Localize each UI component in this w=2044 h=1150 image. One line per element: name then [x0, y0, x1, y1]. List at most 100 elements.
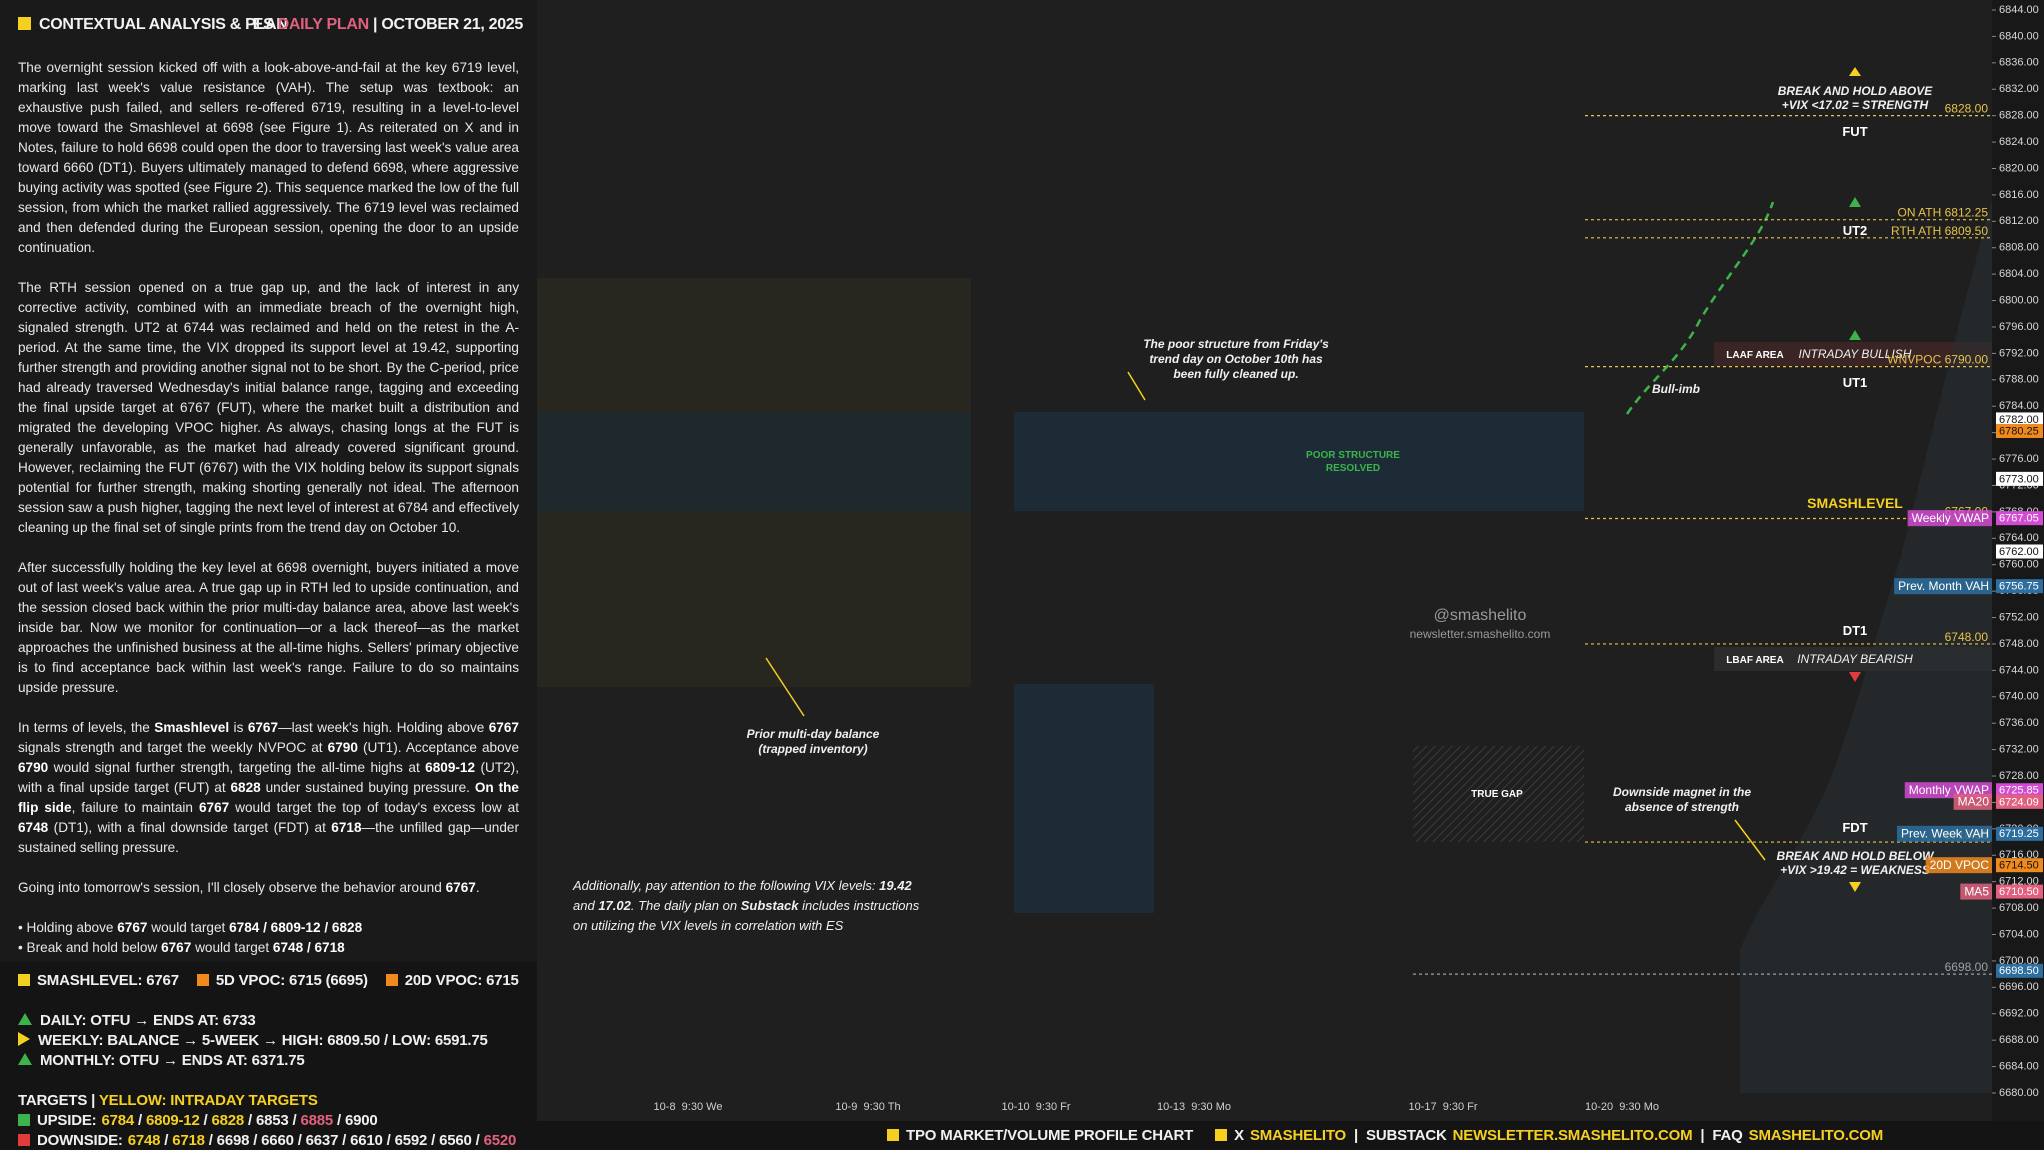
text-segment: (DT1), with a final downside target (FDT…	[48, 820, 332, 835]
note-line: trend day on October 10th has	[1149, 352, 1323, 366]
axis-tag	[1996, 858, 2043, 873]
poor-structure-zone	[1014, 412, 1584, 511]
level-tag	[1896, 825, 1992, 842]
paragraph: The RTH session opened on a true gap up,…	[18, 278, 519, 538]
axis-tag	[1996, 423, 2043, 438]
level-value: 6698.00	[1945, 960, 1989, 974]
bullet: • Break and hold below 6767 would target…	[18, 938, 519, 958]
link-value[interactable]: NEWSLETTER.SMASHELITO.COM	[1452, 1127, 1693, 1144]
note: Downside magnet in the absence of strengt…	[1613, 785, 1751, 814]
text-segment: Additionally, pay attention to the follo…	[573, 878, 880, 893]
chart-name: TPO MARKET/VOLUME PROFILE CHART	[906, 1127, 1194, 1144]
separator: /	[249, 1132, 262, 1149]
plan-date: OCTOBER 21, 2025	[381, 16, 523, 33]
link-value[interactable]: SMASHELITO	[1249, 1127, 1347, 1144]
axis-tag	[1996, 511, 2043, 526]
separator: /	[288, 1112, 301, 1129]
y-tick-label: 6820.00	[1999, 162, 2039, 174]
target-value: 6592	[394, 1132, 428, 1149]
header-icon	[18, 17, 31, 30]
text-segment: 6784 / 6809-12 / 6828	[229, 920, 363, 935]
separator: /	[244, 1112, 256, 1129]
y-tick-label: 6776.00	[1999, 453, 2039, 465]
zone-label-line: RESOLVED	[1326, 463, 1380, 474]
watermark: @smashelito	[1434, 607, 1527, 624]
separator: /	[204, 1132, 217, 1149]
note-line: Downside magnet in the	[1613, 785, 1751, 799]
text-segment: is	[229, 720, 248, 735]
level-tag-label: MA5	[1964, 884, 1989, 898]
target-value: 6560	[439, 1132, 472, 1149]
y-tick-label: 6792.00	[1999, 347, 2039, 359]
note: The poor structure from Friday's trend da…	[1143, 337, 1329, 381]
text-segment: 17.02	[598, 898, 631, 913]
y-tick-label: 6812.00	[1999, 215, 2039, 227]
plan-prefix: ES	[252, 16, 274, 33]
y-tick-label: 6708.00	[1999, 902, 2039, 914]
summary-item: 5D VPOC: 6715 (6695)	[215, 972, 368, 989]
text-segment: 6748 / 6718	[272, 940, 345, 955]
level-tag-label: Prev. Month VAH	[1898, 579, 1989, 593]
target-label: FDT	[1842, 820, 1867, 835]
text-segment: 6767	[161, 940, 192, 955]
level-value: 6748.00	[1945, 630, 1989, 644]
down-triangle	[1849, 882, 1861, 892]
axis-tag-label: 6767.05	[1999, 513, 2039, 525]
y-tick-label: 6836.00	[1999, 57, 2039, 69]
target-value: 6853	[255, 1112, 289, 1129]
target-value: 6660	[261, 1132, 294, 1149]
y-tick-label: 6800.00	[1999, 294, 2039, 306]
note-line: BREAK AND HOLD BELOW	[1777, 849, 1936, 863]
legend-swatch	[887, 1129, 899, 1141]
zone-label: TRUE GAP	[1471, 789, 1523, 800]
axis-tag	[1996, 544, 2043, 559]
text-segment: • Holding above	[18, 920, 118, 935]
axis-tag	[1996, 471, 2043, 486]
text-segment: under sustained buying pressure.	[260, 780, 475, 795]
poor-structure-zone	[537, 412, 971, 511]
text-segment: 6767	[117, 920, 148, 935]
targets-note: YELLOW: INTRADAY TARGETS	[98, 1092, 318, 1109]
paragraph: In terms of levels, the Smashlevel is 67…	[18, 718, 519, 858]
header: CONTEXTUAL ANALYSIS & PLAN ES DAILY PLAN…	[18, 16, 523, 40]
separator: |	[1700, 1127, 1705, 1144]
y-tick-label: 6728.00	[1999, 770, 2039, 782]
separator: /	[338, 1132, 351, 1149]
zone-label: POOR STRUCTURE RESOLVED	[1306, 450, 1400, 474]
y-tick-label: 6824.00	[1999, 136, 2039, 148]
y-tick-label: 6744.00	[1999, 664, 2039, 676]
link-value[interactable]: SMASHELITO.COM	[1748, 1127, 1884, 1144]
y-tick-label: 6760.00	[1999, 559, 2039, 571]
text-segment: —the unfilled gap—under sustained sellin…	[18, 820, 519, 855]
target-value: 6520	[483, 1132, 517, 1149]
level-tag-label: Prev. Week VAH	[1901, 826, 1989, 840]
note-line: absence of strength	[1625, 800, 1739, 814]
level-value: 6812.25	[1945, 206, 1989, 220]
axis-tag	[1996, 794, 2043, 809]
text-segment: would target	[147, 920, 230, 935]
paragraph: The overnight session kicked off with a …	[18, 58, 519, 258]
x-tick-label: 10-9 9:30 Th	[835, 1101, 900, 1113]
y-tick-label: 6736.00	[1999, 717, 2039, 729]
separator: /	[382, 1132, 395, 1149]
level-value: 6828.00	[1945, 102, 1989, 116]
timeframe-text: MONTHLY: OTFU → ENDS AT: 6371.75	[40, 1052, 305, 1069]
text-segment: includes instructions on utilizing the V…	[573, 898, 920, 933]
plan-name: DAILY PLAN	[277, 16, 370, 33]
legend-swatch	[196, 974, 209, 986]
arrow	[1734, 819, 1766, 861]
target-value: 6748	[127, 1132, 161, 1149]
level-name: RTH ATH	[1891, 224, 1941, 238]
axis-tag-label: 6782.00	[1999, 414, 2039, 426]
timeframe: DAILY: OTFU → ENDS AT: 6733	[18, 1012, 256, 1029]
x-tick-label: 10-13 9:30 Mo	[1157, 1101, 1231, 1113]
up-triangle	[1849, 330, 1861, 340]
axis-tag-label: 6762.00	[1999, 546, 2039, 558]
axis-tag	[1996, 884, 2043, 899]
x-tick-label: 10-20 9:30 Mo	[1585, 1101, 1659, 1113]
footer: TPO MARKET/VOLUME PROFILE CHART X SMASHELI…	[537, 1121, 2044, 1150]
y-tick-label: 6696.00	[1999, 981, 2039, 993]
arrow	[765, 657, 805, 717]
